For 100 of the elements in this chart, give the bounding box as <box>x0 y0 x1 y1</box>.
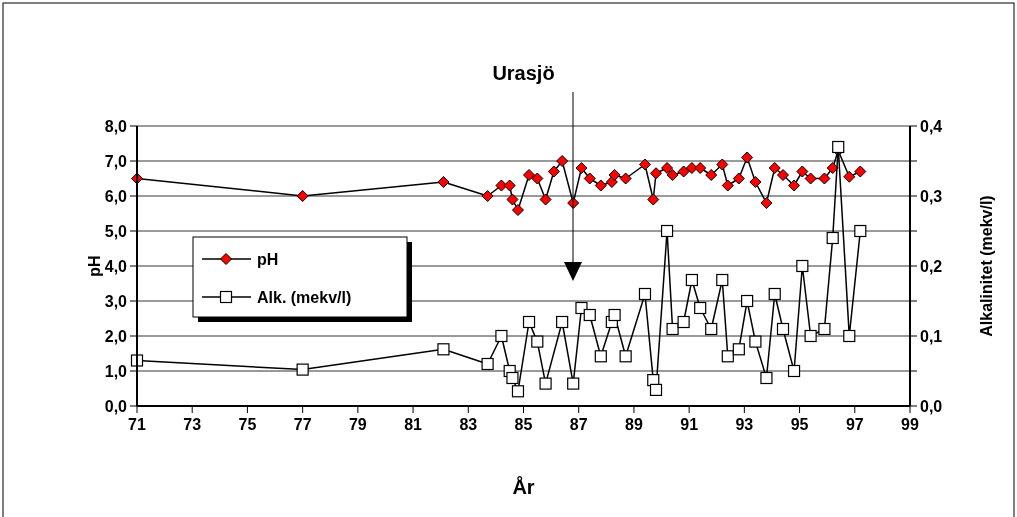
point <box>721 350 734 363</box>
point <box>787 364 801 378</box>
y-tick-label: 2,0 <box>104 327 128 345</box>
y-tick-label: 1,0 <box>104 362 128 380</box>
point <box>694 301 707 315</box>
chart-title: Urasjö <box>492 62 555 84</box>
x-tick-label: 81 <box>404 416 423 433</box>
y-tick-label: 0,0 <box>104 397 128 415</box>
point <box>705 169 718 181</box>
y2-tick-label: 0,0 <box>920 397 943 415</box>
point <box>481 357 494 371</box>
point <box>647 193 660 206</box>
legend-label: Alk. (mekv/l) <box>257 288 352 306</box>
point <box>556 315 569 329</box>
y-tick-label: 8,0 <box>104 117 128 135</box>
point <box>567 377 580 390</box>
point <box>583 172 596 185</box>
point <box>296 190 309 202</box>
point <box>818 322 831 336</box>
point <box>539 377 552 390</box>
point <box>547 165 560 178</box>
point <box>843 329 856 343</box>
y2-tick-label: 0,1 <box>920 327 943 345</box>
point <box>854 165 867 178</box>
point <box>760 371 773 385</box>
point <box>685 273 698 287</box>
x-tick-label: 79 <box>348 416 367 433</box>
point <box>503 179 516 192</box>
point <box>749 335 762 348</box>
point <box>638 287 652 301</box>
point <box>732 172 745 185</box>
point <box>804 172 817 185</box>
x-tick-label: 99 <box>901 416 919 433</box>
x-tick-label: 77 <box>293 416 312 433</box>
point <box>776 322 790 336</box>
point <box>826 162 839 174</box>
point <box>556 155 569 167</box>
point <box>605 176 618 188</box>
point <box>804 329 817 343</box>
point <box>594 179 607 192</box>
x-tick-label: 97 <box>845 416 864 433</box>
point <box>437 176 450 188</box>
y2-axis-title: Alkalinitet (mekv/l) <box>978 195 995 337</box>
point <box>511 204 524 216</box>
point <box>506 371 519 385</box>
point <box>716 158 729 171</box>
point <box>732 343 745 356</box>
point <box>523 169 536 181</box>
point <box>296 363 309 376</box>
point <box>522 315 536 329</box>
point <box>854 224 867 238</box>
point <box>666 322 679 336</box>
point <box>583 308 596 322</box>
point <box>796 259 809 273</box>
point <box>826 231 839 245</box>
point <box>495 329 508 343</box>
point <box>511 385 525 398</box>
point <box>660 224 674 238</box>
point <box>481 190 494 202</box>
y-tick-label: 4,0 <box>104 257 128 275</box>
point <box>619 350 632 363</box>
y-axis-title: pH <box>86 255 103 277</box>
point <box>705 322 718 336</box>
point <box>531 172 544 185</box>
point <box>506 193 519 206</box>
x-tick-label: 93 <box>735 416 754 433</box>
x-tick-label: 73 <box>183 416 202 433</box>
point <box>788 179 801 192</box>
point <box>677 315 690 329</box>
x-tick-label: 89 <box>625 416 643 433</box>
y2-tick-label: 0,4 <box>920 117 943 135</box>
point <box>661 162 674 174</box>
point <box>741 151 754 164</box>
x-tick-label: 91 <box>680 416 699 433</box>
x-tick-label: 87 <box>569 416 588 433</box>
point <box>650 167 663 180</box>
point <box>818 172 831 185</box>
point <box>749 176 762 188</box>
point <box>594 350 607 363</box>
y-tick-label: 5,0 <box>104 222 128 240</box>
point <box>832 140 845 154</box>
point <box>437 343 450 356</box>
point <box>539 193 552 206</box>
x-tick-label: 71 <box>128 416 146 433</box>
point <box>694 162 707 174</box>
y-tick-label: 3,0 <box>104 292 128 310</box>
y-tick-label: 6,0 <box>104 187 128 205</box>
y2-tick-label: 0,2 <box>920 257 943 275</box>
point <box>716 273 729 287</box>
point <box>619 172 632 185</box>
point <box>649 383 663 396</box>
point <box>608 308 621 322</box>
point <box>796 165 809 178</box>
point <box>741 294 754 308</box>
x-tick-label: 85 <box>514 416 533 433</box>
point <box>677 165 690 178</box>
y-tick-label: 7,0 <box>104 152 128 170</box>
point <box>768 287 781 301</box>
point <box>760 197 773 209</box>
legend-label: pH <box>257 250 279 268</box>
